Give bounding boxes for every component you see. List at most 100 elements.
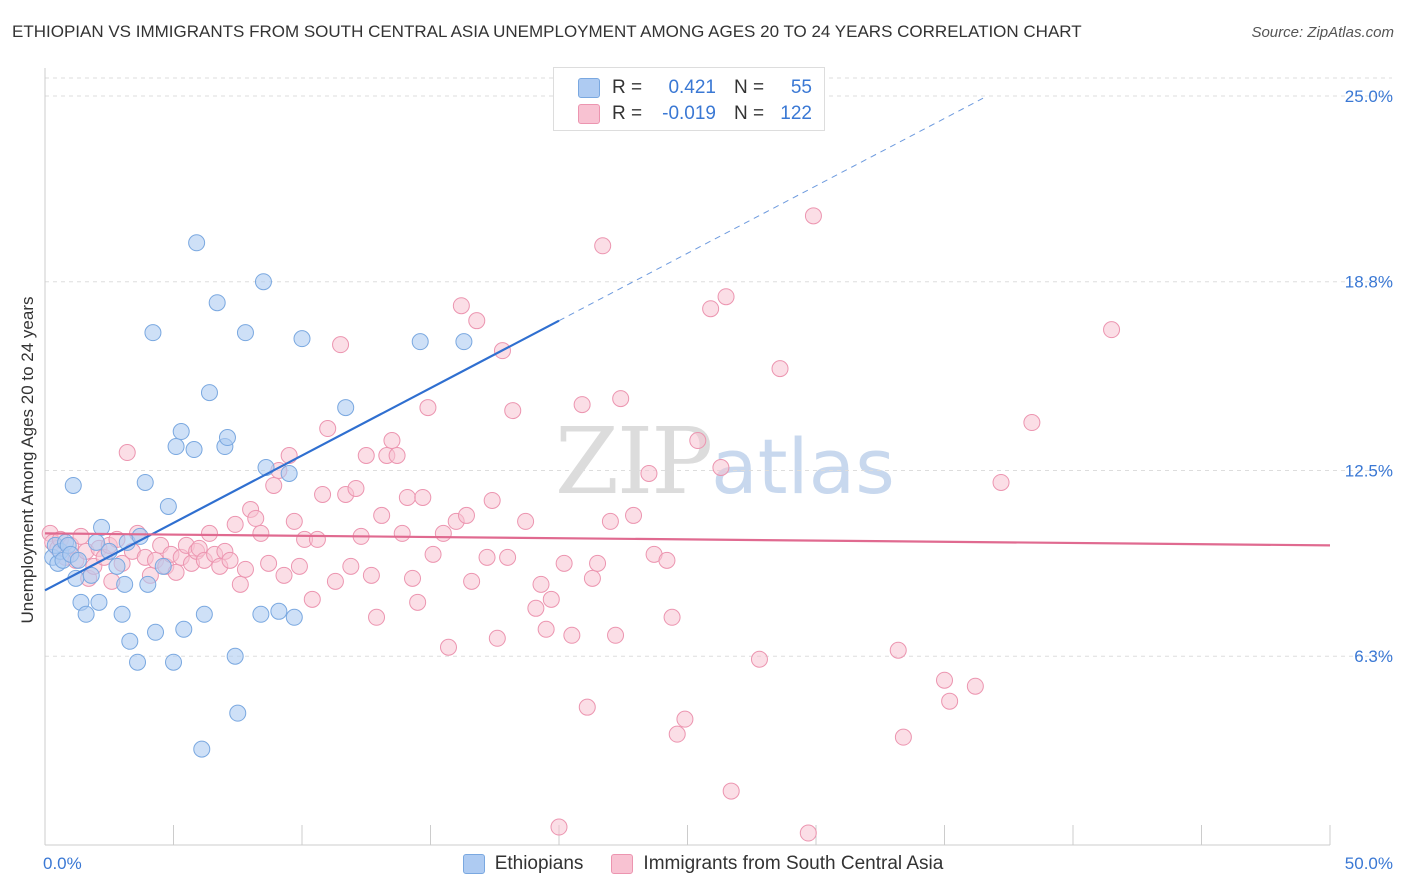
axes <box>44 68 1331 846</box>
data-point-immigrants <box>640 464 658 482</box>
source-credit: Source: ZipAtlas.com <box>1251 24 1394 41</box>
data-point-immigrants <box>260 554 278 572</box>
data-point-immigrants <box>992 473 1010 491</box>
data-point-ethiopians <box>165 653 182 671</box>
legend-swatch-blue <box>462 854 485 874</box>
chart-title: ETHIOPIAN VS IMMIGRANTS FROM SOUTH CENTR… <box>12 22 1082 41</box>
data-point-immigrants <box>537 620 555 638</box>
data-point-ethiopians <box>455 333 473 351</box>
data-point-immigrants <box>424 545 442 563</box>
pink-series-points <box>41 207 1121 842</box>
legend-item-ethiopians[interactable]: Ethiopians <box>462 853 584 875</box>
data-point-ethiopians <box>337 399 355 417</box>
data-point-immigrants <box>231 575 249 593</box>
data-point-ethiopians <box>93 518 111 536</box>
data-point-immigrants <box>419 399 437 417</box>
data-point-immigrants <box>1103 321 1121 339</box>
data-point-immigrants <box>357 447 375 465</box>
data-point-immigrants <box>799 824 817 842</box>
data-point-immigrants <box>347 479 365 497</box>
tick-labels: 6.3% 12.5% 18.8% 25.0% 0.0% 50.0% <box>43 87 1393 873</box>
trend-line-ethiopians-extension <box>558 97 984 322</box>
data-point-immigrants <box>439 638 457 656</box>
data-point-immigrants <box>563 626 581 644</box>
y-tick-label: 25.0% <box>1345 87 1393 106</box>
data-point-immigrants <box>889 641 907 659</box>
x-tick-label-min: 0.0% <box>43 854 82 873</box>
legend-item-immigrants[interactable]: Immigrants from South Central Asia <box>611 853 943 875</box>
y-tick-label: 18.8% <box>1345 273 1393 292</box>
data-point-immigrants <box>314 485 332 503</box>
data-point-ethiopians <box>172 423 190 441</box>
data-point-ethiopians <box>285 608 303 626</box>
data-point-immigrants <box>319 420 337 438</box>
legend-r-label: R = <box>612 77 643 98</box>
data-point-immigrants <box>368 608 386 626</box>
data-point-ethiopians <box>139 575 157 593</box>
legend-swatch-pink <box>578 104 600 124</box>
data-point-ethiopians <box>64 476 82 494</box>
data-point-ethiopians <box>280 464 298 482</box>
legend-n-label: N = <box>734 77 765 98</box>
data-point-immigrants <box>712 458 730 476</box>
data-point-immigrants <box>488 629 506 647</box>
data-point-ethiopians <box>116 575 134 593</box>
data-point-immigrants <box>303 590 321 608</box>
data-point-ethiopians <box>159 497 177 515</box>
data-point-immigrants <box>625 506 643 524</box>
data-point-immigrants <box>72 527 90 545</box>
data-point-immigrants <box>663 608 681 626</box>
data-point-immigrants <box>504 402 522 420</box>
data-point-immigrants <box>702 300 720 318</box>
data-point-immigrants <box>247 509 265 527</box>
data-point-immigrants <box>532 575 550 593</box>
data-point-immigrants <box>118 444 136 462</box>
legend-label: Ethiopians <box>494 853 584 874</box>
data-point-immigrants <box>308 530 326 548</box>
legend-label: Immigrants from South Central Asia <box>643 853 944 874</box>
data-point-immigrants <box>388 447 406 465</box>
series-legend: Ethiopians Immigrants from South Central… <box>0 852 1406 876</box>
data-point-ethiopians <box>411 333 429 351</box>
data-point-ethiopians <box>188 234 206 252</box>
data-point-ethiopians <box>193 740 211 758</box>
data-point-immigrants <box>468 312 486 330</box>
data-point-ethiopians <box>136 473 154 491</box>
data-point-ethiopians <box>167 438 185 456</box>
data-point-immigrants <box>594 237 612 255</box>
data-point-immigrants <box>499 548 517 566</box>
data-point-ethiopians <box>154 557 172 575</box>
legend-r-value: -0.019 <box>662 103 716 124</box>
data-point-immigrants <box>717 288 735 306</box>
data-point-immigrants <box>804 207 822 225</box>
trend-lines <box>44 97 1331 592</box>
data-point-immigrants <box>252 524 270 542</box>
data-point-ethiopians <box>175 620 193 638</box>
data-point-ethiopians <box>218 429 236 447</box>
legend-n-label: N = <box>734 103 765 124</box>
data-point-immigrants <box>771 360 789 378</box>
data-point-immigrants <box>676 710 694 728</box>
data-point-ethiopians <box>257 458 275 476</box>
data-point-immigrants <box>542 590 560 608</box>
data-point-ethiopians <box>121 632 139 650</box>
data-point-immigrants <box>483 491 501 509</box>
watermark: ZIPatlas <box>555 408 895 515</box>
data-point-ethiopians <box>108 557 126 575</box>
data-point-immigrants <box>404 569 422 587</box>
data-point-immigrants <box>383 432 401 450</box>
data-point-ethiopians <box>147 623 165 641</box>
data-point-ethiopians <box>129 653 147 671</box>
data-point-ethiopians <box>90 593 108 611</box>
data-point-immigrants <box>722 782 740 800</box>
data-point-ethiopians <box>67 569 85 587</box>
data-point-immigrants <box>414 488 432 506</box>
data-point-immigrants <box>326 572 344 590</box>
blue-series-points <box>44 234 473 758</box>
data-point-immigrants <box>434 524 452 542</box>
trend-line-immigrants <box>44 532 1331 547</box>
data-point-immigrants <box>966 677 984 695</box>
data-point-ethiopians <box>270 602 288 620</box>
legend-n-value: 122 <box>780 103 812 124</box>
